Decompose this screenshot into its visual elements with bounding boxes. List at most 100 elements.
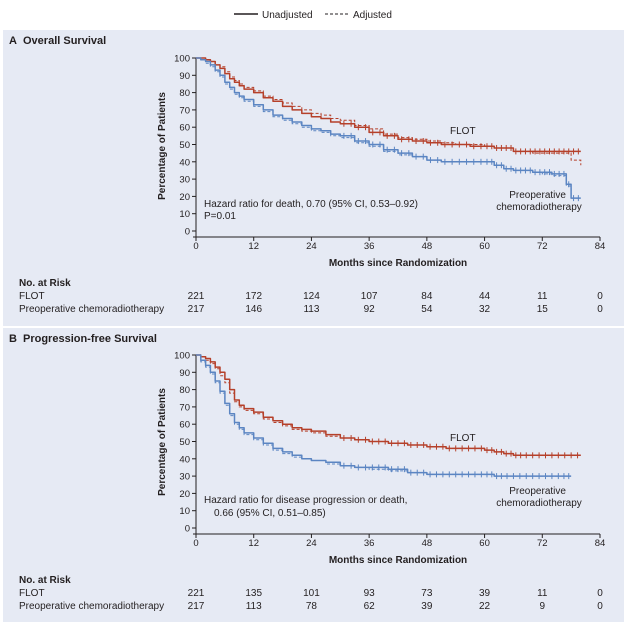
panel-b-ytick-label: 100 [174, 351, 190, 362]
panel-b-ytick-label: 0 [185, 524, 190, 535]
panel-b-axes: 0 10 20 30 40 50 60 70 80 90 100 0 12 24 36 48 60 72 84 [174, 351, 605, 550]
panel-a-xtick-label: 24 [306, 241, 317, 252]
panel-b-risk-value-crt: 113 [246, 601, 262, 612]
panel-a-crt-label-line2: chemoradiotherapy [496, 202, 582, 213]
panel-b-xtick-label: 84 [595, 538, 606, 549]
panel-a-p-value: P=0.01 [204, 211, 236, 222]
panel-a-ytick-label: 80 [179, 88, 190, 99]
panel-b-risk-value-flot: 221 [188, 588, 205, 599]
panel-a-ytick-label: 60 [179, 123, 190, 134]
panel-b-ytick-label: 70 [179, 402, 190, 413]
panel-a-background [3, 30, 624, 326]
panel-a-crt-label-line1: Preoperative [509, 190, 566, 201]
panel-b-risk-header: No. at Risk [19, 575, 71, 586]
panel-a-ytick-label: 0 [185, 227, 190, 238]
panel-b-risk-row-flot-label: FLOT [19, 588, 45, 599]
panel-a-risk-value-crt: 146 [245, 304, 262, 315]
panel-b-ytick-label: 20 [179, 489, 190, 500]
panel-a-hazard-ratio: Hazard ratio for death, 0.70 (95% CI, 0.… [204, 199, 418, 210]
panel-a-flot-curve [196, 57, 581, 153]
panel-progression-free-survival: B Progression-free Survival 0 10 20 30 40 50 6… [3, 328, 624, 622]
panel-b-hazard-ratio-line2: 0.66 (95% CI, 0.51–0.85) [214, 508, 326, 519]
panel-a-xtick-label: 0 [193, 241, 198, 252]
panel-a-risk-header: No. at Risk [19, 278, 71, 289]
panel-b-xtick-label: 36 [364, 538, 375, 549]
panel-b-risk-value-crt: 0 [597, 601, 603, 612]
panel-b-risk-value-flot: 39 [479, 588, 491, 599]
panel-b-xtick-label: 60 [479, 538, 490, 549]
panel-a-ytick-label: 40 [179, 157, 190, 168]
panel-a-risk-value-crt: 92 [364, 304, 376, 315]
panel-a-risk-row-flot-label: FLOT [19, 291, 45, 302]
panel-a-risk-value-flot: 84 [421, 291, 433, 302]
panel-a-crt-label: Preoperative chemoradiotherapy [496, 190, 582, 213]
panel-b-risk-value-crt: 78 [306, 601, 318, 612]
panel-a-xtick-label: 48 [422, 241, 433, 252]
panel-a-risk-value-flot: 124 [303, 291, 320, 302]
panel-a-ytick-label: 10 [179, 209, 190, 220]
panel-a-xlabel: Months since Randomization [329, 258, 467, 269]
panel-b-title: Progression-free Survival [23, 333, 157, 345]
panel-b-ytick-label: 80 [179, 385, 190, 396]
legend-adjusted-label: Adjusted [353, 10, 392, 21]
panel-a-curves [196, 57, 582, 202]
panel-b-flot-curve [196, 354, 581, 457]
panel-a-risk-values: 221 172 124 107 84 44 11 0 217 146 113 92 54 32 15 0 [188, 291, 604, 315]
panel-a-ytick-label: 20 [179, 192, 190, 203]
panel-b-risk-value-crt: 22 [479, 601, 491, 612]
panel-a-ytick-label: 50 [179, 140, 190, 151]
panel-b-xtick-label: 48 [422, 538, 433, 549]
panel-b-hazard-ratio-line1: Hazard ratio for disease progression or … [204, 495, 407, 506]
panel-a-risk-value-flot: 0 [597, 291, 603, 302]
panel-b-risk-value-crt: 62 [364, 601, 376, 612]
panel-b-risk-value-crt: 39 [421, 601, 433, 612]
panel-b-risk-value-flot: 93 [364, 588, 376, 599]
panel-b-ytick-label: 60 [179, 420, 190, 431]
panel-a-risk-value-crt: 32 [479, 304, 491, 315]
panel-b-risk-value-crt: 217 [188, 601, 205, 612]
panel-b-ytick-label: 90 [179, 368, 190, 379]
panel-b-letter: B [9, 333, 17, 345]
panel-a-risk-value-crt: 0 [597, 304, 603, 315]
panel-a-ytick-label: 90 [179, 71, 190, 82]
panel-a-risk-value-crt: 15 [537, 304, 549, 315]
panel-b-risk-value-crt: 9 [540, 601, 546, 612]
panel-a-ytick-label: 100 [174, 54, 190, 65]
panel-a-xtick-label: 60 [479, 241, 490, 252]
panel-a-ytick-label: 30 [179, 175, 190, 186]
panel-b-risk-value-flot: 0 [597, 588, 603, 599]
panel-b-ytick-label: 40 [179, 454, 190, 465]
panel-b-xtick-label: 24 [306, 538, 317, 549]
panel-a-risk-value-flot: 11 [537, 291, 548, 302]
panel-a-risk-value-flot: 172 [245, 291, 262, 302]
panel-b-ytick-label: 30 [179, 472, 190, 483]
panel-b-risk-value-flot: 135 [245, 588, 262, 599]
panel-a-title: Overall Survival [23, 35, 106, 47]
panel-b-risk-values: 221 135 101 93 73 39 11 0 217 113 78 62 39 22 9 0 [188, 588, 604, 612]
panel-a-risk-value-flot: 221 [188, 291, 205, 302]
panel-a-ylabel: Percentage of Patients [157, 92, 168, 200]
panel-a-ytick-label: 70 [179, 105, 190, 116]
panel-a-risk-value-crt: 217 [188, 304, 205, 315]
panel-b-xlabel: Months since Randomization [329, 555, 467, 566]
panel-b-ytick-label: 50 [179, 437, 190, 448]
panel-a-xtick-label: 72 [537, 241, 548, 252]
panel-b-risk-value-flot: 73 [421, 588, 433, 599]
panel-a-axes: 0 10 20 30 40 50 60 70 80 90 100 0 12 24 36 48 60 72 84 [174, 54, 605, 253]
panel-b-xtick-label: 72 [537, 538, 548, 549]
panel-a-risk-value-crt: 113 [303, 304, 319, 315]
panel-a-risk-value-flot: 44 [479, 291, 491, 302]
panel-a-risk-value-crt: 54 [421, 304, 433, 315]
panel-b-crt-label-line1: Preoperative [509, 486, 566, 497]
panel-a-risk-row-crt-label: Preoperative chemoradiotherapy [19, 304, 164, 315]
panel-b-risk-value-flot: 11 [537, 588, 548, 599]
panel-a-letter: A [9, 35, 17, 47]
panel-b-background [3, 328, 624, 622]
panel-b-crt-label-line2: chemoradiotherapy [496, 498, 582, 509]
panel-b-crt-label: Preoperative chemoradiotherapy [496, 486, 582, 509]
legend-unadjusted-label: Unadjusted [262, 10, 313, 21]
panel-b-risk-row-crt-label: Preoperative chemoradiotherapy [19, 601, 164, 612]
panel-a-xtick-label: 12 [248, 241, 259, 252]
panel-b-ytick-label: 10 [179, 506, 190, 517]
